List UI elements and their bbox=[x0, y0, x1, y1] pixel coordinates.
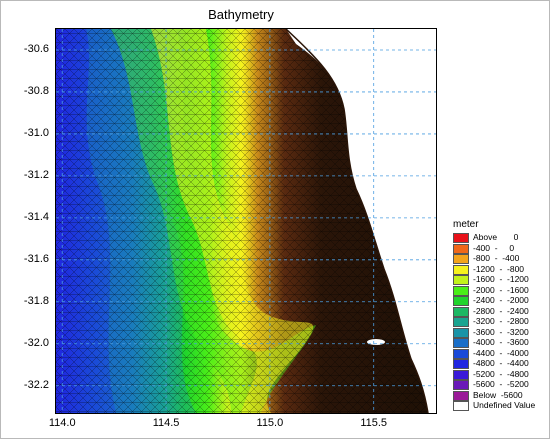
legend-item: -2000 - -1600 bbox=[453, 285, 547, 296]
x-tick-label: 115.0 bbox=[256, 417, 284, 429]
legend-item: -4800 - -4400 bbox=[453, 358, 547, 369]
legend-label: -1200 - -800 bbox=[473, 263, 525, 274]
legend-item: -3200 - -2800 bbox=[453, 316, 547, 327]
x-tick-label: 115.5 bbox=[360, 417, 388, 429]
y-tick-label: -31.6 bbox=[23, 252, 49, 265]
legend-swatch bbox=[453, 254, 469, 264]
legend-swatch bbox=[453, 359, 469, 369]
y-tick-label: -30.8 bbox=[23, 84, 49, 97]
legend-label: Undefined Value bbox=[473, 400, 536, 410]
legend-label: -2000 - -1600 bbox=[473, 284, 529, 295]
legend-label: -3200 - -2800 bbox=[473, 316, 529, 326]
y-tick-label: -32.2 bbox=[23, 378, 49, 391]
legend-item: -2800 - -2400 bbox=[453, 306, 547, 317]
legend-label: -4000 - -3600 bbox=[473, 337, 529, 347]
legend-label: -2800 - -2400 bbox=[473, 305, 529, 316]
legend-swatch bbox=[453, 317, 469, 327]
legend-rows: Above 0 -400 - 0 -800 - -400 -1200 - -800 -1… bbox=[453, 232, 547, 411]
legend-item: Undefined Value bbox=[453, 400, 547, 411]
y-tick-label: -31.0 bbox=[23, 126, 49, 139]
legend-swatch bbox=[453, 296, 469, 306]
legend-swatch bbox=[453, 285, 469, 296]
legend-label: -5200 - -4800 bbox=[473, 368, 529, 379]
legend-item: -2400 - -2000 bbox=[453, 295, 547, 306]
legend-label: -1600 - -1200 bbox=[473, 274, 529, 284]
legend-swatch bbox=[453, 348, 469, 359]
legend-swatch bbox=[453, 369, 469, 380]
legend-item: -1200 - -800 bbox=[453, 264, 547, 275]
x-tick-label: 114.5 bbox=[152, 417, 180, 429]
legend-label: -4400 - -4000 bbox=[473, 347, 529, 358]
legend-label: -2400 - -2000 bbox=[473, 295, 529, 305]
legend-item: -5200 - -4800 bbox=[453, 369, 547, 380]
legend-swatch bbox=[453, 327, 469, 338]
legend-label: Below -5600 bbox=[473, 389, 523, 400]
y-tick-label: -30.6 bbox=[23, 42, 49, 55]
bathymetry-mesh bbox=[56, 29, 436, 413]
land-area bbox=[286, 29, 436, 413]
legend-swatch bbox=[453, 243, 469, 254]
legend-item: -4400 - -4000 bbox=[453, 348, 547, 359]
legend-label: -400 - 0 bbox=[473, 242, 515, 253]
legend-swatch bbox=[453, 275, 469, 285]
legend-item: Below -5600 bbox=[453, 390, 547, 401]
legend-swatch bbox=[453, 306, 469, 317]
legend-swatch bbox=[453, 390, 469, 401]
legend-label: -3600 - -3200 bbox=[473, 326, 529, 337]
legend-item: -800 - -400 bbox=[453, 253, 547, 264]
x-tick-label: 114.0 bbox=[48, 417, 76, 429]
depth-legend: meter Above 0 -400 - 0 -800 - -400 -1200 - … bbox=[453, 219, 547, 411]
legend-item: -3600 - -3200 bbox=[453, 327, 547, 338]
legend-label: -800 - -400 bbox=[473, 253, 520, 263]
legend-label: Above 0 bbox=[473, 232, 519, 242]
legend-swatch bbox=[453, 338, 469, 348]
plot-title: Bathymetry bbox=[208, 7, 274, 22]
legend-swatch bbox=[453, 233, 469, 243]
legend-swatch bbox=[453, 380, 469, 390]
legend-title: meter bbox=[453, 219, 479, 230]
y-tick-label: -32.0 bbox=[23, 336, 49, 349]
legend-swatch bbox=[453, 401, 469, 411]
bathymetry-map[interactable] bbox=[55, 28, 437, 414]
y-tick-label: -31.8 bbox=[23, 294, 49, 307]
legend-swatch bbox=[453, 264, 469, 275]
legend-label: -4800 - -4400 bbox=[473, 358, 529, 368]
legend-item: -5600 - -5200 bbox=[453, 379, 547, 390]
legend-label: -5600 - -5200 bbox=[473, 379, 529, 389]
y-tick-label: -31.4 bbox=[23, 210, 49, 223]
legend-item: -400 - 0 bbox=[453, 243, 547, 254]
legend-item: -4000 - -3600 bbox=[453, 337, 547, 348]
legend-item: -1600 - -1200 bbox=[453, 274, 547, 285]
y-tick-label: -31.2 bbox=[23, 168, 49, 181]
legend-item: Above 0 bbox=[453, 232, 547, 243]
